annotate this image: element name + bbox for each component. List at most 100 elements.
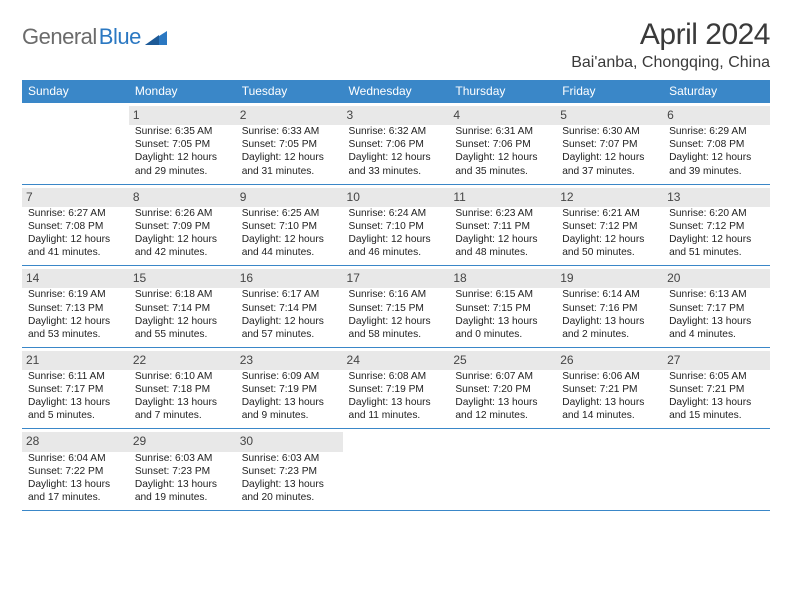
day-number: 13 [663,188,770,207]
calendar-daynum-cell: 25 [449,347,556,370]
calendar-daynum-cell [663,429,770,452]
calendar-day-cell: Sunrise: 6:03 AMSunset: 7:23 PMDaylight:… [129,452,236,511]
daylight-text: and 41 minutes. [28,246,123,259]
daylight-text: Daylight: 12 hours [562,233,657,246]
daylight-text: and 0 minutes. [455,328,550,341]
calendar-day-cell: Sunrise: 6:25 AMSunset: 7:10 PMDaylight:… [236,207,343,266]
day-number: 5 [556,106,663,125]
daylight-text: Daylight: 12 hours [669,151,764,164]
sunrise-text: Sunrise: 6:24 AM [349,207,444,220]
sunset-text: Sunset: 7:12 PM [562,220,657,233]
daylight-text: Daylight: 12 hours [242,315,337,328]
day-number: 14 [22,269,129,288]
calendar-day-cell: Sunrise: 6:29 AMSunset: 7:08 PMDaylight:… [663,125,770,184]
calendar-daynum-cell: 10 [343,184,450,207]
sunset-text: Sunset: 7:13 PM [28,302,123,315]
calendar-daynum-cell: 29 [129,429,236,452]
sunrise-text: Sunrise: 6:18 AM [135,288,230,301]
calendar-daynum-cell: 15 [129,266,236,289]
sunset-text: Sunset: 7:05 PM [242,138,337,151]
sunset-text: Sunset: 7:23 PM [135,465,230,478]
calendar-daynum-cell: 26 [556,347,663,370]
sunset-text: Sunset: 7:17 PM [28,383,123,396]
daylight-text: and 50 minutes. [562,246,657,259]
calendar-day-cell: Sunrise: 6:13 AMSunset: 7:17 PMDaylight:… [663,288,770,347]
calendar-day-cell [556,452,663,511]
sunrise-text: Sunrise: 6:08 AM [349,370,444,383]
daylight-text: and 15 minutes. [669,409,764,422]
calendar-day-cell [663,452,770,511]
sunrise-text: Sunrise: 6:16 AM [349,288,444,301]
calendar-day-cell [343,452,450,511]
sunset-text: Sunset: 7:21 PM [669,383,764,396]
calendar-day-cell: Sunrise: 6:14 AMSunset: 7:16 PMDaylight:… [556,288,663,347]
daylight-text: and 14 minutes. [562,409,657,422]
sunrise-text: Sunrise: 6:07 AM [455,370,550,383]
daylight-text: Daylight: 12 hours [349,315,444,328]
daylight-text: Daylight: 12 hours [669,233,764,246]
sunset-text: Sunset: 7:10 PM [349,220,444,233]
sunrise-text: Sunrise: 6:32 AM [349,125,444,138]
day-number: 11 [449,188,556,207]
calendar-daynum-cell: 7 [22,184,129,207]
daylight-text: and 20 minutes. [242,491,337,504]
daylight-text: and 57 minutes. [242,328,337,341]
sunrise-text: Sunrise: 6:05 AM [669,370,764,383]
calendar-daynum-cell: 23 [236,347,343,370]
daylight-text: Daylight: 13 hours [135,396,230,409]
calendar-day-cell: Sunrise: 6:15 AMSunset: 7:15 PMDaylight:… [449,288,556,347]
day-number: 25 [449,351,556,370]
calendar-day-cell: Sunrise: 6:31 AMSunset: 7:06 PMDaylight:… [449,125,556,184]
calendar-day-cell: Sunrise: 6:20 AMSunset: 7:12 PMDaylight:… [663,207,770,266]
calendar-day-cell: Sunrise: 6:24 AMSunset: 7:10 PMDaylight:… [343,207,450,266]
day-number: 3 [343,106,450,125]
sunset-text: Sunset: 7:16 PM [562,302,657,315]
logo-word-2: Blue [99,24,141,50]
sunset-text: Sunset: 7:06 PM [455,138,550,151]
calendar-day-cell [22,125,129,184]
daylight-text: and 53 minutes. [28,328,123,341]
calendar-daynum-cell: 16 [236,266,343,289]
sunrise-text: Sunrise: 6:15 AM [455,288,550,301]
daylight-text: and 11 minutes. [349,409,444,422]
daylight-text: and 44 minutes. [242,246,337,259]
calendar-day-cell [449,452,556,511]
calendar-daynum-cell: 1 [129,103,236,125]
weekday-header: Friday [556,80,663,103]
calendar-daynum-cell: 21 [22,347,129,370]
daylight-text: Daylight: 12 hours [455,151,550,164]
calendar-daynum-cell: 2 [236,103,343,125]
day-number: 4 [449,106,556,125]
day-number: 17 [343,269,450,288]
calendar-day-cell: Sunrise: 6:19 AMSunset: 7:13 PMDaylight:… [22,288,129,347]
day-number: 29 [129,432,236,451]
sunrise-text: Sunrise: 6:19 AM [28,288,123,301]
sunset-text: Sunset: 7:12 PM [669,220,764,233]
daylight-text: and 42 minutes. [135,246,230,259]
calendar-day-cell: Sunrise: 6:10 AMSunset: 7:18 PMDaylight:… [129,370,236,429]
calendar-day-cell: Sunrise: 6:21 AMSunset: 7:12 PMDaylight:… [556,207,663,266]
daylight-text: Daylight: 13 hours [242,478,337,491]
day-number: 15 [129,269,236,288]
daylight-text: and 2 minutes. [562,328,657,341]
day-number: 2 [236,106,343,125]
daylight-text: Daylight: 12 hours [28,315,123,328]
calendar-daynum-cell: 30 [236,429,343,452]
daylight-text: Daylight: 13 hours [669,315,764,328]
calendar-daynum-cell: 27 [663,347,770,370]
calendar-daynum-cell: 5 [556,103,663,125]
weekday-header: Tuesday [236,80,343,103]
calendar-daynum-cell: 13 [663,184,770,207]
calendar-daynum-cell: 3 [343,103,450,125]
daylight-text: Daylight: 12 hours [242,151,337,164]
daylight-text: Daylight: 13 hours [455,396,550,409]
daylight-text: and 46 minutes. [349,246,444,259]
calendar-header-row: SundayMondayTuesdayWednesdayThursdayFrid… [22,80,770,103]
sunset-text: Sunset: 7:20 PM [455,383,550,396]
sunrise-text: Sunrise: 6:10 AM [135,370,230,383]
day-number: 26 [556,351,663,370]
calendar-day-cell: Sunrise: 6:09 AMSunset: 7:19 PMDaylight:… [236,370,343,429]
calendar-day-cell: Sunrise: 6:11 AMSunset: 7:17 PMDaylight:… [22,370,129,429]
daylight-text: and 37 minutes. [562,165,657,178]
day-number: 1 [129,106,236,125]
